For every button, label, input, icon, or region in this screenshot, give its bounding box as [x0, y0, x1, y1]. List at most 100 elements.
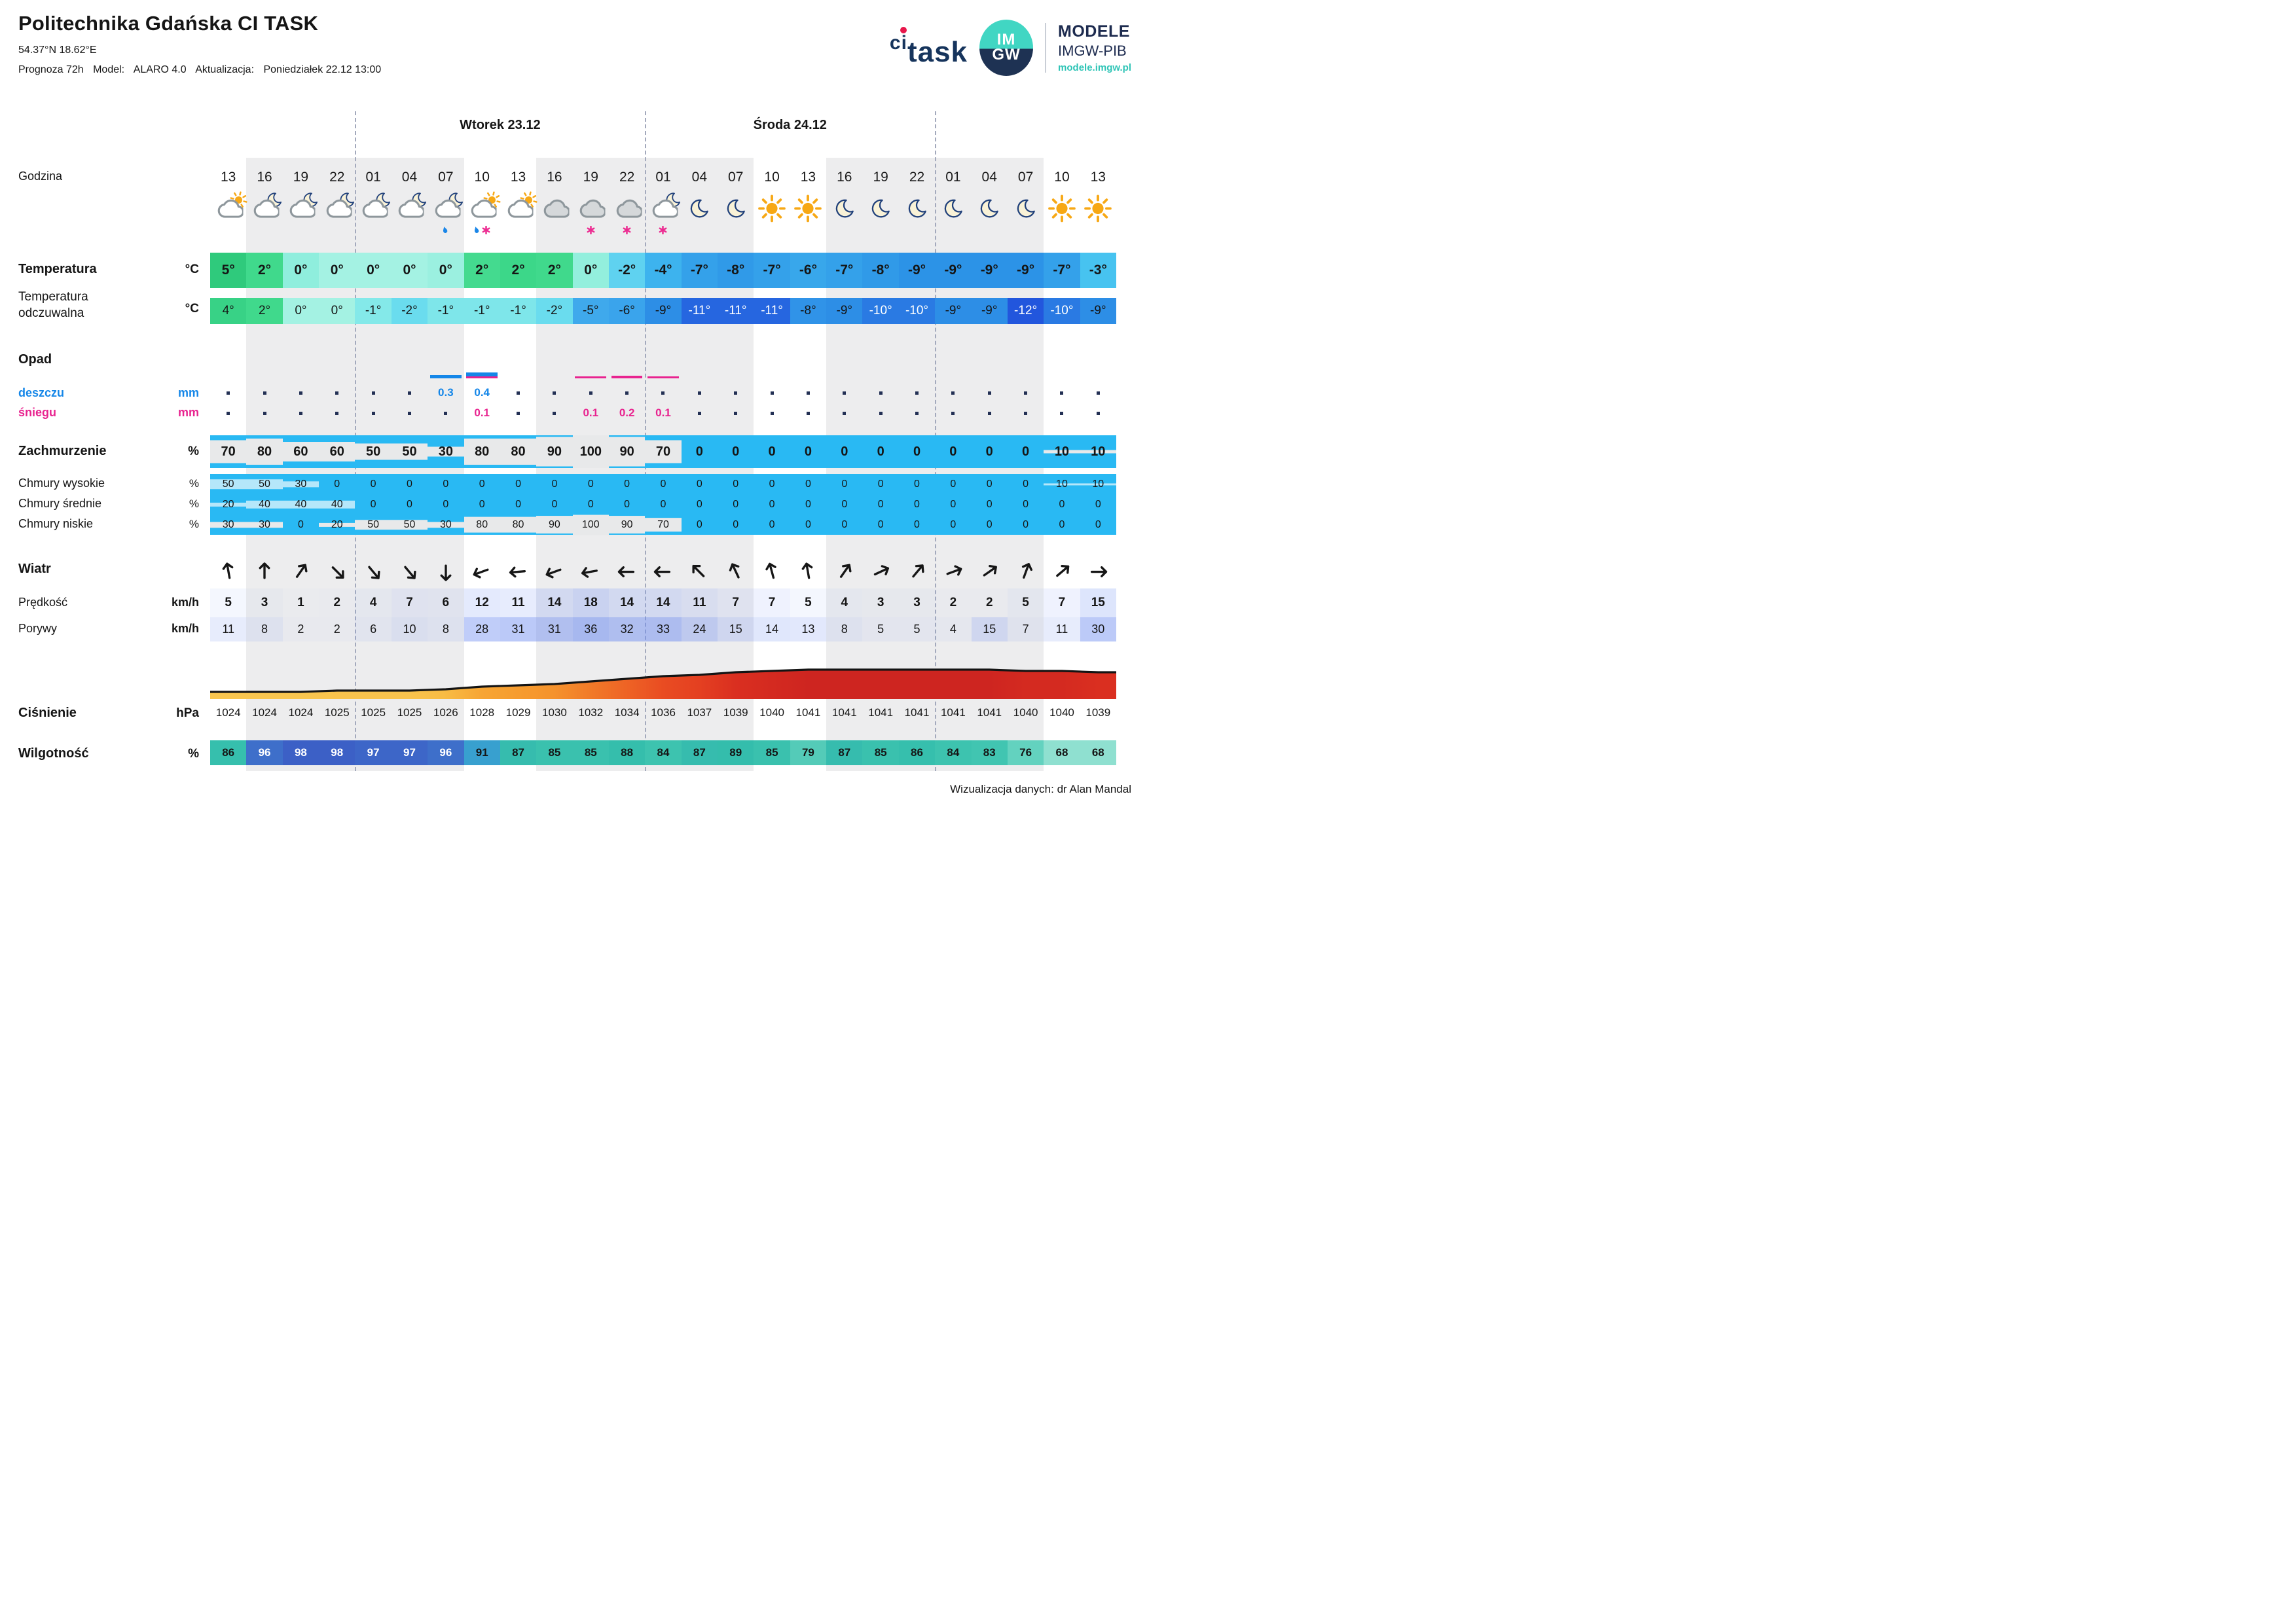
feels-cell: -1°: [500, 298, 537, 324]
hum-cell: 88: [608, 740, 646, 765]
feels-cell: -9°: [971, 298, 1008, 324]
speed-cell: 11: [681, 588, 718, 617]
pressure-area-chart: [210, 664, 1116, 699]
snow-cell: [246, 405, 282, 422]
cloud-ribbon: [355, 443, 392, 460]
chigh-cell: 10: [1080, 474, 1116, 494]
cloud-icon: [395, 194, 424, 225]
pvals-cell: 1034: [614, 706, 640, 719]
no-precip-dash: [843, 411, 847, 415]
forecast-info: Prognoza 72h Model: ALARO 4.0 Aktualizac…: [18, 64, 388, 76]
rain-cell: [392, 384, 428, 402]
cloud-icon: [286, 194, 316, 225]
no-precip-dash: [517, 411, 520, 415]
feels-cell: -10°: [898, 298, 936, 324]
cloud-ribbon: [608, 515, 646, 534]
wind-arrow-icon: [540, 558, 568, 585]
gusts-cell: 10: [391, 617, 428, 641]
cmid-cell: 0: [660, 498, 666, 510]
chigh-cell: 0: [1023, 478, 1029, 490]
rain-cell: [500, 384, 536, 402]
sun-icon: [794, 195, 822, 226]
bars-cell: [246, 367, 282, 378]
temp-cell: 2°: [246, 253, 283, 288]
feels-cell: -1°: [355, 298, 392, 324]
cloud-row-label: Zachmurzenie: [18, 444, 107, 458]
speed-cell: 14: [536, 588, 573, 617]
clow-cell: 0: [950, 518, 957, 530]
bars-cell: [754, 367, 790, 378]
clow-cell: 0: [1095, 518, 1101, 530]
wind-arrow-icon: [684, 556, 714, 586]
snow-cell: 0.2: [619, 406, 635, 419]
arrows-cell: [392, 559, 428, 584]
hum-cell: 96: [428, 740, 464, 765]
cloud-high-unit: %: [189, 477, 199, 490]
gusts-cell: 31: [500, 617, 537, 641]
snowflake-icon: [587, 226, 595, 238]
cloud-cell: 70: [645, 435, 682, 468]
temp-cell: 2°: [464, 253, 500, 288]
cloud-sun-icon: [211, 195, 246, 225]
wind-arrow-icon: [651, 562, 674, 581]
hours-cell: 10: [1054, 170, 1070, 185]
chigh-cell: 0: [914, 478, 920, 490]
cloud-icon: [574, 195, 608, 225]
rain-bar: [430, 374, 462, 378]
no-precip-dash: [879, 411, 883, 415]
hours-cell: 10: [474, 170, 490, 185]
no-precip-dash: [299, 411, 302, 415]
no-precip-dash: [335, 411, 339, 415]
rain-cell: [862, 384, 898, 402]
cmid-cell: 40: [319, 494, 355, 514]
hours-cell: 22: [329, 170, 345, 185]
moon-icon: [939, 195, 967, 225]
no-precip-dash: [697, 411, 701, 415]
rain-unit: mm: [177, 386, 199, 399]
no-precip-dash: [335, 391, 339, 395]
sun-icon: [1045, 195, 1079, 225]
gusts-cell: 33: [645, 617, 682, 641]
bars-cell: [972, 367, 1008, 378]
cmid-cell: 0: [1023, 498, 1029, 510]
chigh-cell: 0: [950, 478, 957, 490]
speed-cell: 14: [608, 588, 646, 617]
header: Politechnika Gdańska CI TASK 54.37°N 18.…: [18, 12, 388, 76]
rain-cell: [573, 384, 609, 402]
gusts-cell: 6: [355, 617, 392, 641]
icons-cell: [718, 194, 754, 226]
modele-url-link[interactable]: modele.imgw.pl: [1058, 62, 1131, 73]
clow-cell: 0: [805, 518, 811, 530]
wind-gust-label: Porywy: [18, 622, 58, 635]
cloud-moon-icon: [320, 195, 354, 225]
moon-icon: [1011, 195, 1039, 225]
cloud-icon: [250, 194, 280, 225]
arrows-cell: [609, 559, 645, 584]
cloud-icon: [322, 194, 352, 225]
clow-cell: 0: [877, 518, 884, 530]
temp-cell: 5°: [210, 253, 247, 288]
clow-cell: 30: [428, 514, 464, 535]
coordinates: 54.37°N 18.62°E: [18, 45, 97, 56]
moon-icon: [682, 195, 716, 225]
no-precip-dash: [734, 391, 738, 395]
snow-cell: [1044, 405, 1080, 422]
snow-bar: [466, 376, 498, 378]
forecast-grid: Wtorek 23.12 Środa 24.12 13 16 19 22 01 04 07 10…: [210, 111, 1116, 771]
no-precip-dash: [1024, 391, 1028, 395]
arrows-cell: [319, 559, 355, 584]
pvals-cell: 1028: [469, 706, 495, 719]
cloud-cell: 0: [949, 444, 957, 459]
cloud-cell: 0: [1022, 444, 1030, 459]
temp-cell: 0°: [282, 253, 319, 288]
cloud-moon-icon: [283, 195, 318, 225]
moon-icon: [1009, 195, 1043, 225]
temp-cell: -7°: [1044, 253, 1080, 288]
cloud-sun-icon: [501, 195, 536, 225]
speed-cell: 14: [645, 588, 682, 617]
hours-cell: 01: [945, 170, 961, 185]
no-precip-dash: [806, 411, 810, 415]
cloud-icon: [431, 194, 460, 225]
chigh-cell: 0: [696, 478, 702, 490]
rain-cell: 0.4: [474, 386, 490, 399]
